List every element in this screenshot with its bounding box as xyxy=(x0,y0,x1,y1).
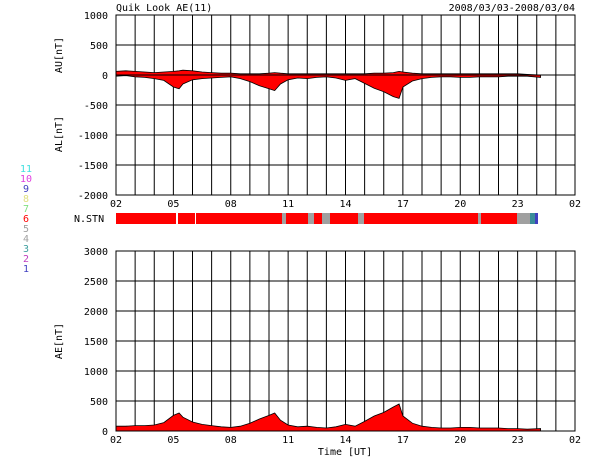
nstn-seg-5 xyxy=(364,213,478,224)
legend-station-11: 11 xyxy=(20,164,32,175)
legend-station-10: 10 xyxy=(20,174,32,185)
date-range: 2008/03/03-2008/03/04 xyxy=(449,3,575,14)
nstn-gap-1 xyxy=(176,213,178,224)
y-tick-label: 2000 xyxy=(84,307,108,318)
nstn-seg-grey-3 xyxy=(322,213,330,224)
legend-station-1: 1 xyxy=(23,264,29,275)
legend-station-7: 7 xyxy=(23,204,29,215)
legend-station-9: 9 xyxy=(23,184,29,195)
y-tick-label: 1500 xyxy=(84,337,108,348)
nstn-seg-grey-2 xyxy=(308,213,314,224)
legend-station-8: 8 xyxy=(23,194,29,205)
chart-title: Quik Look AE(11) xyxy=(116,3,212,14)
al-series xyxy=(115,74,542,99)
au-axis-label: AU[nT] xyxy=(54,37,65,73)
x-tick-label: 02 xyxy=(110,435,122,446)
nstn-seg-6 xyxy=(481,213,517,224)
x-tick-label: 02 xyxy=(569,435,581,446)
nstn-bar xyxy=(116,213,538,224)
nstn-seg-grey-6 xyxy=(517,213,530,224)
y-tick-label: 3000 xyxy=(84,247,108,258)
au-series xyxy=(115,69,541,76)
nstn-seg-blue xyxy=(535,213,538,224)
legend-station-3: 3 xyxy=(23,244,29,255)
legend-station-4: 4 xyxy=(23,234,29,245)
ae-y-ticks: 3000 2500 2000 1500 1000 500 0 xyxy=(84,247,108,438)
x-tick-label: 05 xyxy=(167,435,179,446)
nstn-seg-grey-1 xyxy=(282,213,286,224)
x-tick-label: 17 xyxy=(397,199,409,210)
x-tick-label: 14 xyxy=(339,435,351,446)
nstn-label: N.STN xyxy=(74,214,104,225)
x-tick-label: 17 xyxy=(397,435,409,446)
nstn-seg-4 xyxy=(330,213,358,224)
x-tick-label: 11 xyxy=(282,199,294,210)
au-al-grid xyxy=(116,14,575,196)
y-tick-label: -2000 xyxy=(78,191,108,202)
nstn-seg-3 xyxy=(314,213,322,224)
x-tick-label: 08 xyxy=(225,435,237,446)
x-tick-label: 20 xyxy=(454,199,466,210)
y-tick-label: -1500 xyxy=(78,161,108,172)
nstn-seg-grey-4 xyxy=(358,213,364,224)
y-tick-label: 1000 xyxy=(84,367,108,378)
al-axis-label: AL[nT] xyxy=(54,116,65,152)
y-tick-label: 0 xyxy=(102,427,108,438)
x-tick-label: 23 xyxy=(512,199,524,210)
y-tick-label: -1000 xyxy=(78,131,108,142)
nstn-gap-2 xyxy=(195,213,196,224)
y-tick-label: 500 xyxy=(90,397,108,408)
au-al-x-ticks: 02 05 08 11 14 17 20 23 02 xyxy=(110,199,581,210)
nstn-seg-1 xyxy=(116,213,285,224)
legend-station-2: 2 xyxy=(23,254,29,265)
x-tick-label: 08 xyxy=(225,199,237,210)
x-tick-label: 20 xyxy=(454,435,466,446)
nstn-seg-grey-5 xyxy=(478,213,481,224)
ae-frame xyxy=(115,250,576,432)
y-tick-label: 2500 xyxy=(84,277,108,288)
x-tick-label: 02 xyxy=(110,199,122,210)
ae-axis-label: AE[nT] xyxy=(54,323,65,359)
au-al-y-ticks: 1000 500 0 -500 -1000 -1500 -2000 xyxy=(78,11,108,202)
ae-x-ticks: 02 05 08 11 14 17 20 23 02 xyxy=(110,435,581,446)
y-tick-label: -500 xyxy=(84,101,108,112)
x-tick-label: 14 xyxy=(339,199,351,210)
y-tick-label: 0 xyxy=(102,71,108,82)
legend-station-6: 6 xyxy=(23,214,29,225)
nstn-seg-teal xyxy=(530,213,535,224)
y-tick-label: 500 xyxy=(90,41,108,52)
ae-series xyxy=(115,403,542,432)
au-al-frame xyxy=(115,14,576,196)
x-axis-label: Time [UT] xyxy=(318,447,372,458)
x-tick-label: 02 xyxy=(569,199,581,210)
x-tick-label: 05 xyxy=(167,199,179,210)
x-tick-label: 23 xyxy=(512,435,524,446)
nstn-seg-2 xyxy=(286,213,308,224)
y-tick-label: 1000 xyxy=(84,11,108,22)
x-tick-label: 11 xyxy=(282,435,294,446)
legend-station-5: 5 xyxy=(23,224,29,235)
